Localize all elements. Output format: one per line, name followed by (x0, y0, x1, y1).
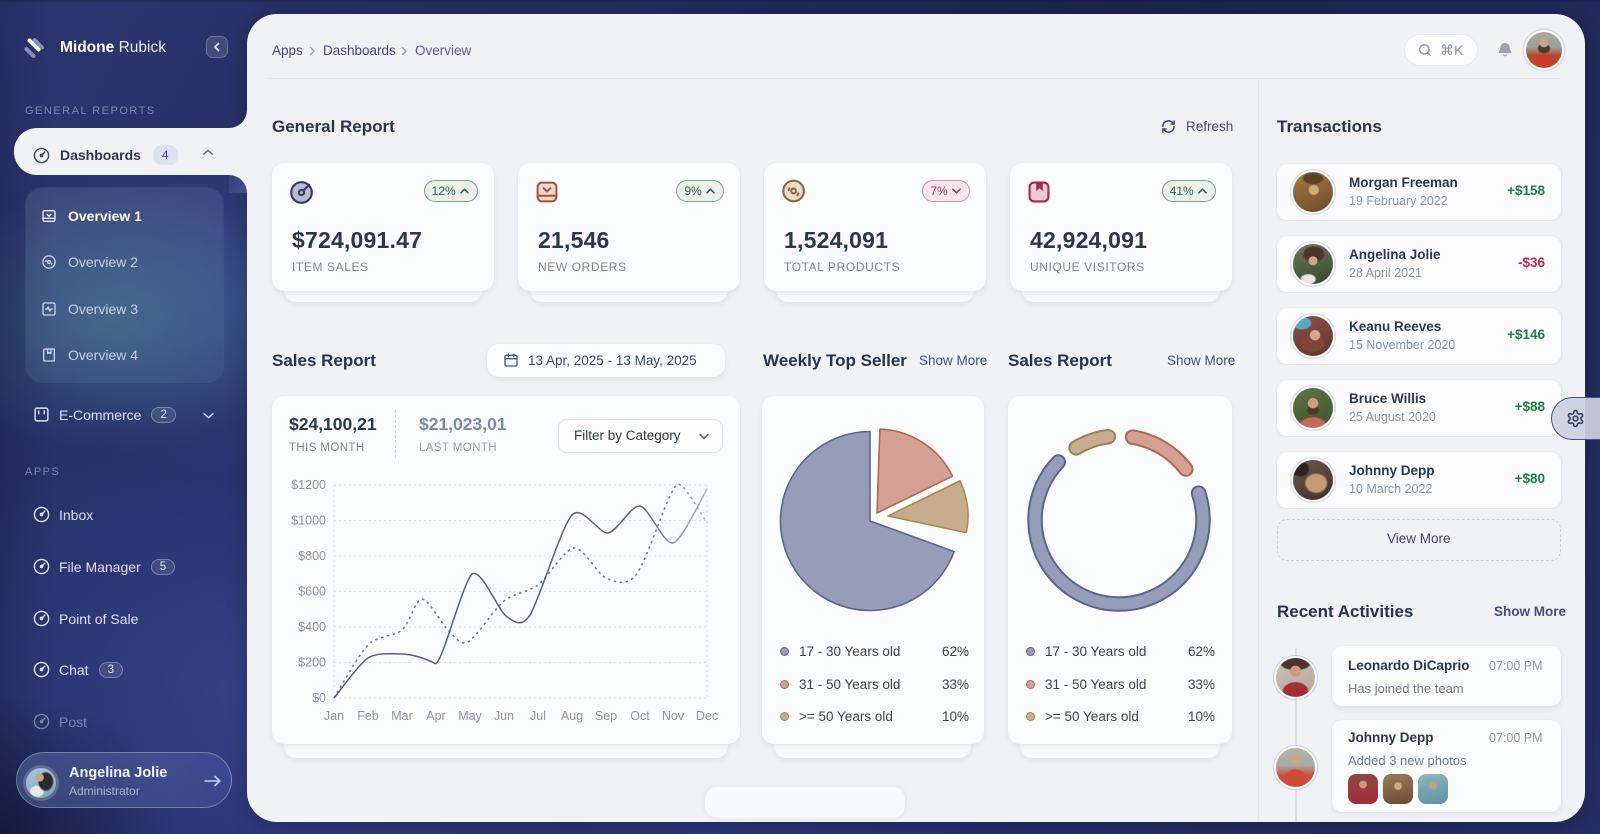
svg-text:$400: $400 (298, 620, 326, 634)
svg-text:Dec: Dec (696, 709, 718, 723)
svg-text:Sep: Sep (595, 709, 617, 723)
svg-text:$1200: $1200 (291, 478, 326, 492)
svg-text:Jun: Jun (494, 709, 514, 723)
svg-text:May: May (458, 709, 482, 723)
svg-text:Jul: Jul (530, 709, 546, 723)
svg-text:$600: $600 (298, 585, 326, 599)
svg-text:Jan: Jan (324, 709, 344, 723)
svg-text:$200: $200 (298, 656, 326, 670)
svg-text:Feb: Feb (357, 709, 379, 723)
svg-text:$800: $800 (298, 549, 326, 563)
svg-text:Mar: Mar (391, 709, 413, 723)
svg-text:$1000: $1000 (291, 514, 326, 528)
svg-text:Oct: Oct (630, 709, 650, 723)
svg-text:Nov: Nov (662, 709, 685, 723)
svg-text:Aug: Aug (561, 709, 583, 723)
svg-text:$0: $0 (312, 691, 326, 705)
svg-text:Apr: Apr (426, 709, 445, 723)
